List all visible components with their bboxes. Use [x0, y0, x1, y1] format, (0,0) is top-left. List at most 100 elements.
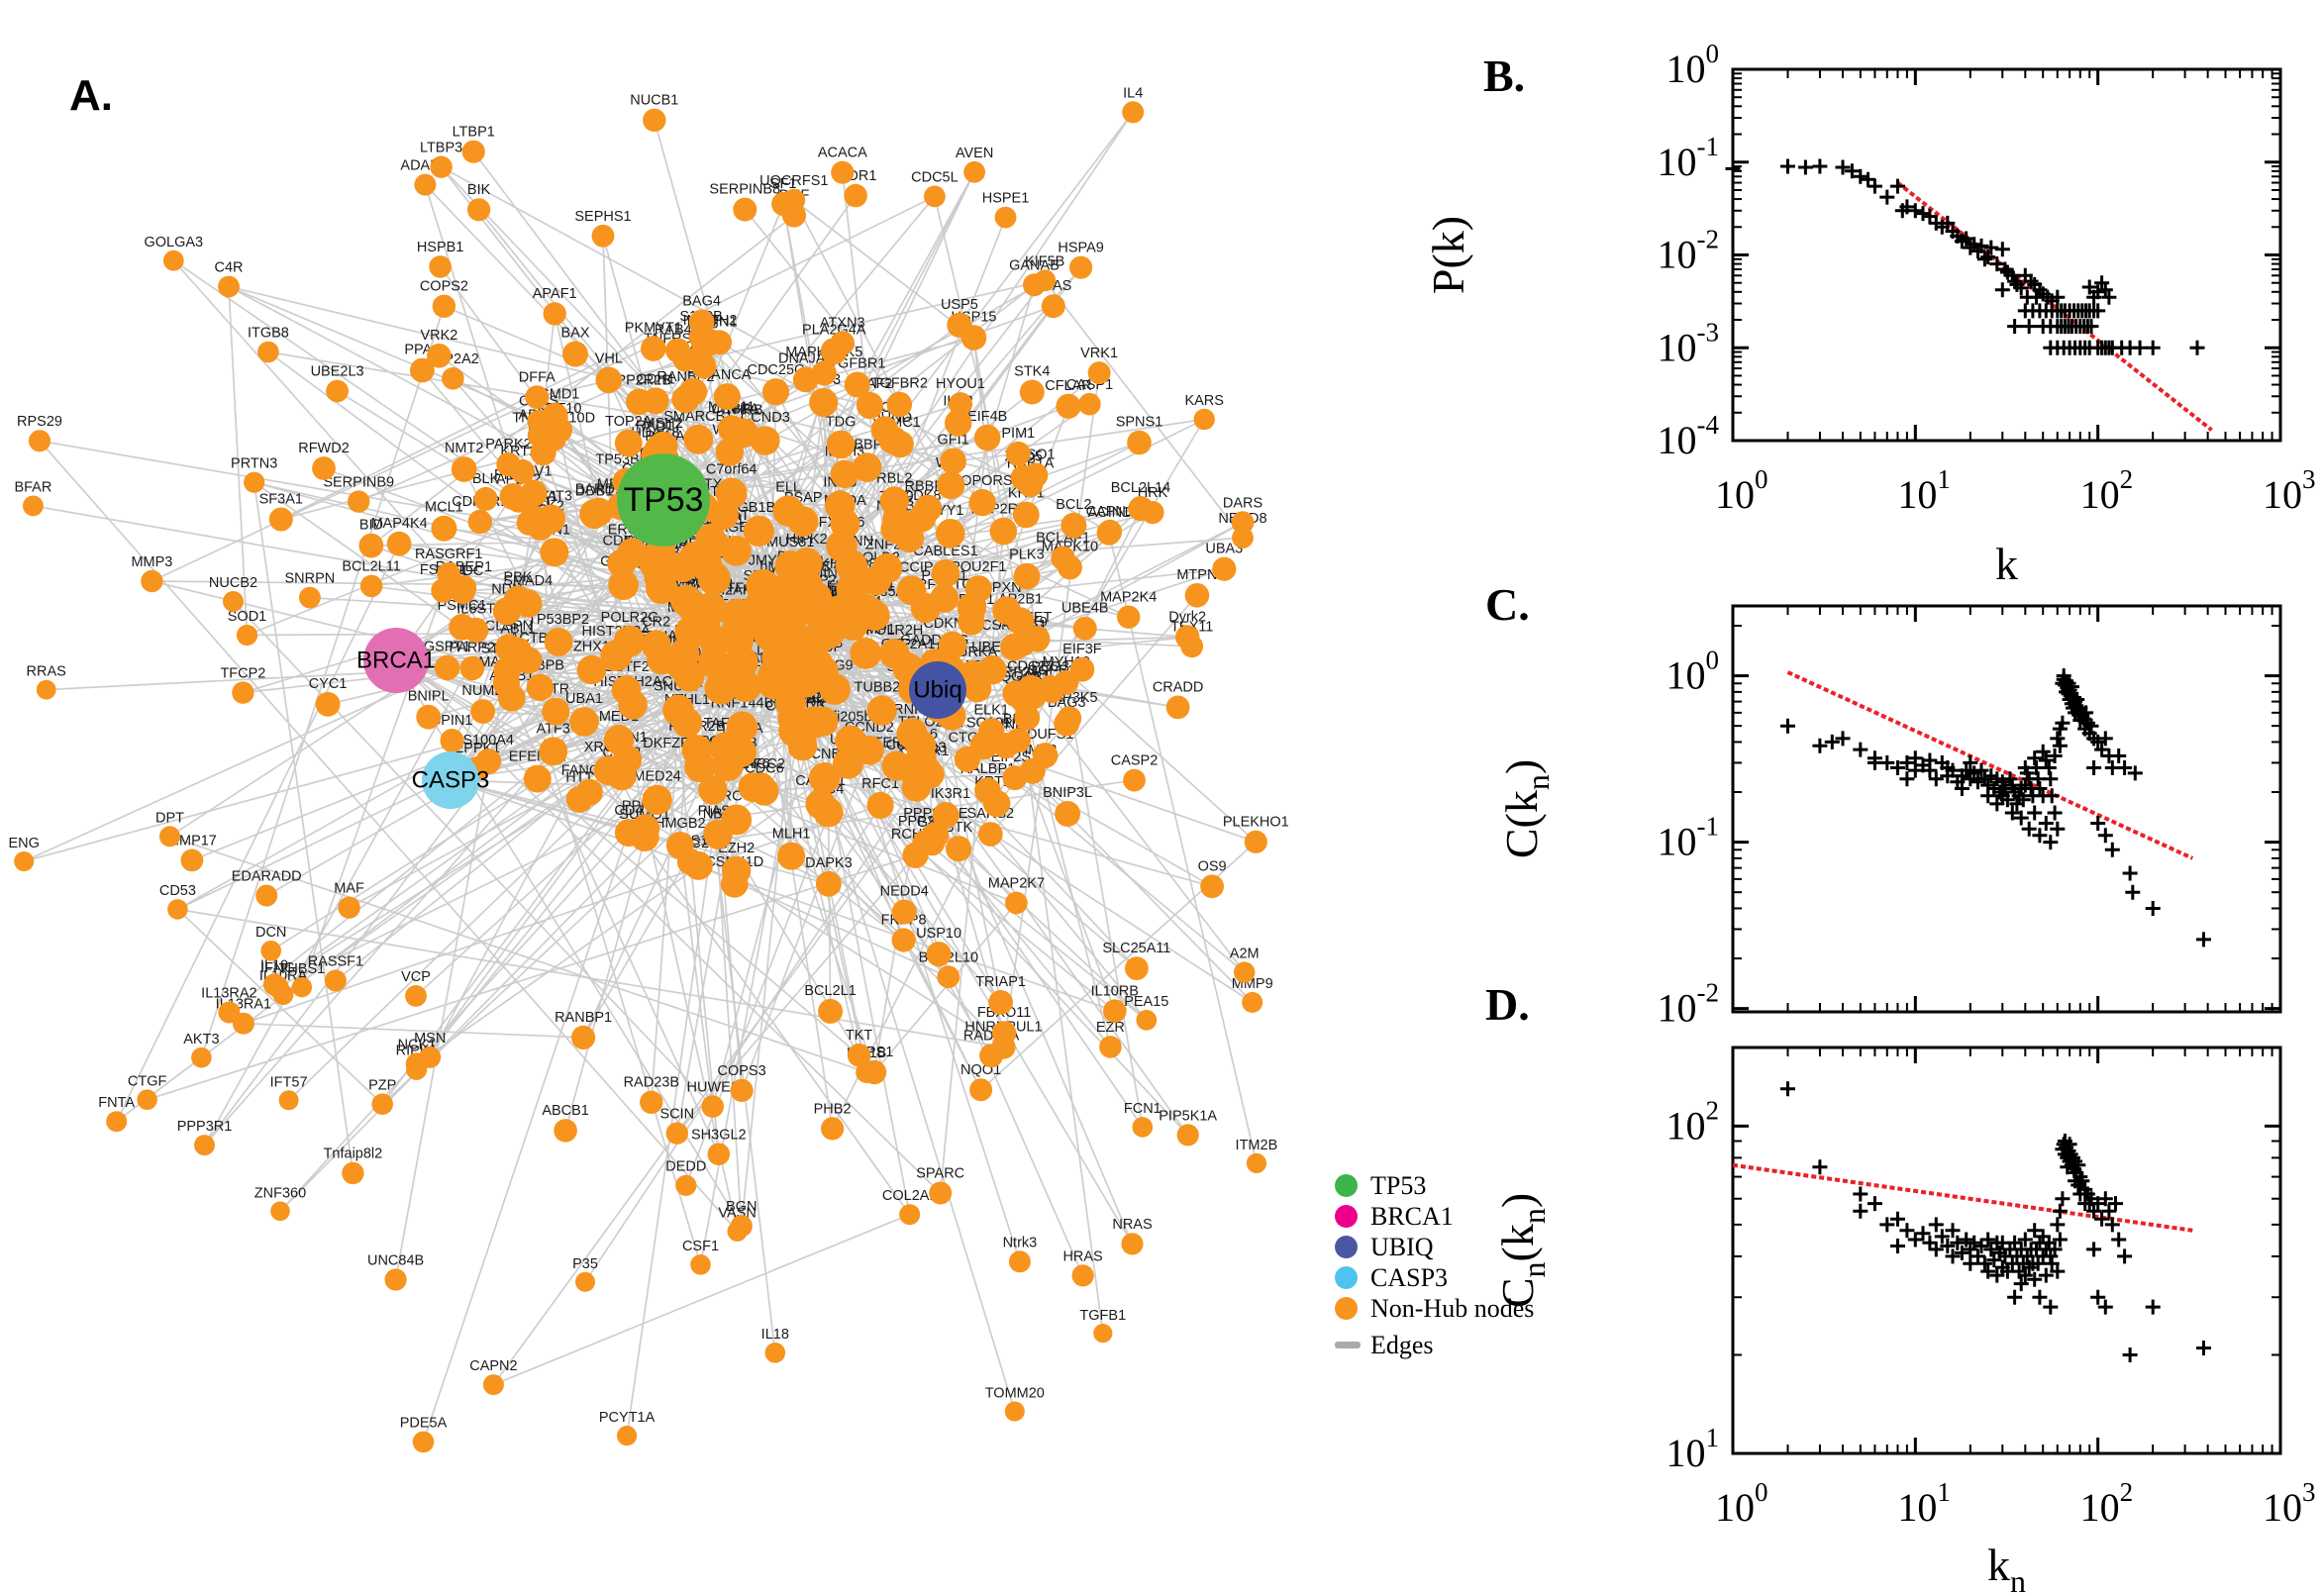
network-node[interactable]: [492, 670, 520, 698]
network-node[interactable]: [826, 430, 856, 459]
network-node[interactable]: [324, 969, 347, 992]
network-node[interactable]: [858, 600, 890, 631]
network-node[interactable]: [492, 597, 521, 626]
network-node[interactable]: [544, 628, 573, 656]
network-node[interactable]: [821, 1117, 845, 1141]
network-node[interactable]: [595, 366, 623, 394]
network-node[interactable]: [1165, 695, 1190, 720]
network-node[interactable]: [937, 965, 960, 989]
network-node[interactable]: [412, 1431, 435, 1453]
network-node[interactable]: [914, 759, 945, 789]
network-node[interactable]: [1200, 874, 1224, 899]
network-node[interactable]: [808, 762, 841, 794]
network-node[interactable]: [640, 1090, 663, 1115]
network-node[interactable]: [1006, 728, 1032, 753]
network-node[interactable]: [931, 559, 960, 588]
network-node[interactable]: [494, 634, 523, 662]
network-node[interactable]: [811, 360, 837, 386]
network-node[interactable]: [1072, 616, 1097, 641]
network-node[interactable]: [1071, 1264, 1094, 1287]
network-node[interactable]: [819, 673, 851, 705]
network-node[interactable]: [1014, 704, 1041, 731]
network-node[interactable]: [137, 1089, 157, 1110]
network-node[interactable]: [816, 870, 842, 897]
network-node[interactable]: [698, 775, 728, 805]
network-node[interactable]: [698, 647, 730, 679]
network-node[interactable]: [733, 197, 758, 222]
network-node[interactable]: [499, 483, 527, 510]
network-node[interactable]: [1078, 392, 1101, 416]
network-node[interactable]: [162, 249, 184, 271]
network-node[interactable]: [704, 822, 732, 849]
network-node[interactable]: [750, 776, 779, 806]
network-node[interactable]: [451, 456, 477, 482]
network-node[interactable]: [1006, 607, 1035, 636]
network-node[interactable]: [442, 367, 464, 390]
network-node[interactable]: [467, 198, 491, 222]
network-node[interactable]: [1099, 1036, 1122, 1058]
network-node[interactable]: [1123, 768, 1146, 792]
network-node[interactable]: [1034, 269, 1057, 292]
network-node[interactable]: [711, 748, 744, 782]
network-node[interactable]: [914, 494, 943, 523]
network-node[interactable]: [684, 750, 716, 783]
network-node[interactable]: [607, 549, 637, 578]
network-node[interactable]: [410, 357, 435, 383]
network-node[interactable]: [312, 456, 336, 480]
network-node[interactable]: [720, 869, 749, 898]
network-node[interactable]: [260, 941, 282, 961]
network-node[interactable]: [1231, 511, 1255, 535]
network-node[interactable]: [670, 584, 702, 617]
network-node[interactable]: [683, 424, 714, 454]
network-node[interactable]: [940, 448, 966, 475]
network-node[interactable]: [36, 679, 56, 700]
network-node[interactable]: [576, 654, 607, 685]
network-node[interactable]: [643, 108, 666, 132]
network-node[interactable]: [1093, 1324, 1113, 1344]
network-node[interactable]: [772, 495, 804, 527]
network-node[interactable]: [879, 486, 909, 516]
network-node[interactable]: [1012, 501, 1040, 529]
network-node[interactable]: [406, 1058, 428, 1080]
hub-node-brca1[interactable]: [363, 628, 429, 693]
network-node[interactable]: [262, 973, 286, 996]
network-node[interactable]: [1136, 1009, 1158, 1031]
network-node[interactable]: [434, 654, 460, 681]
network-node[interactable]: [721, 598, 756, 633]
network-node[interactable]: [1056, 393, 1081, 419]
network-node[interactable]: [977, 822, 1003, 847]
network-node[interactable]: [236, 624, 258, 647]
network-node[interactable]: [826, 530, 858, 562]
network-node[interactable]: [257, 341, 279, 363]
network-node[interactable]: [626, 388, 653, 416]
network-node[interactable]: [831, 160, 855, 184]
network-node[interactable]: [527, 409, 551, 434]
network-node[interactable]: [1117, 605, 1141, 629]
network-node[interactable]: [899, 1204, 921, 1226]
network-node[interactable]: [516, 510, 542, 536]
network-node[interactable]: [1023, 626, 1051, 652]
network-node[interactable]: [1242, 991, 1263, 1013]
network-node[interactable]: [919, 831, 946, 856]
network-node[interactable]: [467, 509, 492, 535]
network-node[interactable]: [180, 848, 204, 872]
network-node[interactable]: [713, 383, 741, 411]
network-node[interactable]: [470, 699, 496, 724]
network-node[interactable]: [431, 515, 457, 542]
network-node[interactable]: [431, 578, 456, 603]
network-node[interactable]: [715, 477, 748, 510]
network-node[interactable]: [937, 471, 965, 500]
network-node[interactable]: [938, 631, 967, 660]
network-node[interactable]: [106, 1111, 128, 1133]
network-node[interactable]: [989, 517, 1018, 546]
network-node[interactable]: [1005, 441, 1031, 466]
network-node[interactable]: [924, 185, 946, 208]
network-node[interactable]: [746, 568, 780, 603]
network-node[interactable]: [730, 1078, 754, 1102]
network-node[interactable]: [526, 673, 555, 701]
network-node[interactable]: [1019, 379, 1045, 405]
network-node[interactable]: [1234, 961, 1256, 983]
network-node[interactable]: [782, 188, 806, 212]
network-node[interactable]: [268, 507, 293, 532]
network-node[interactable]: [866, 791, 894, 820]
